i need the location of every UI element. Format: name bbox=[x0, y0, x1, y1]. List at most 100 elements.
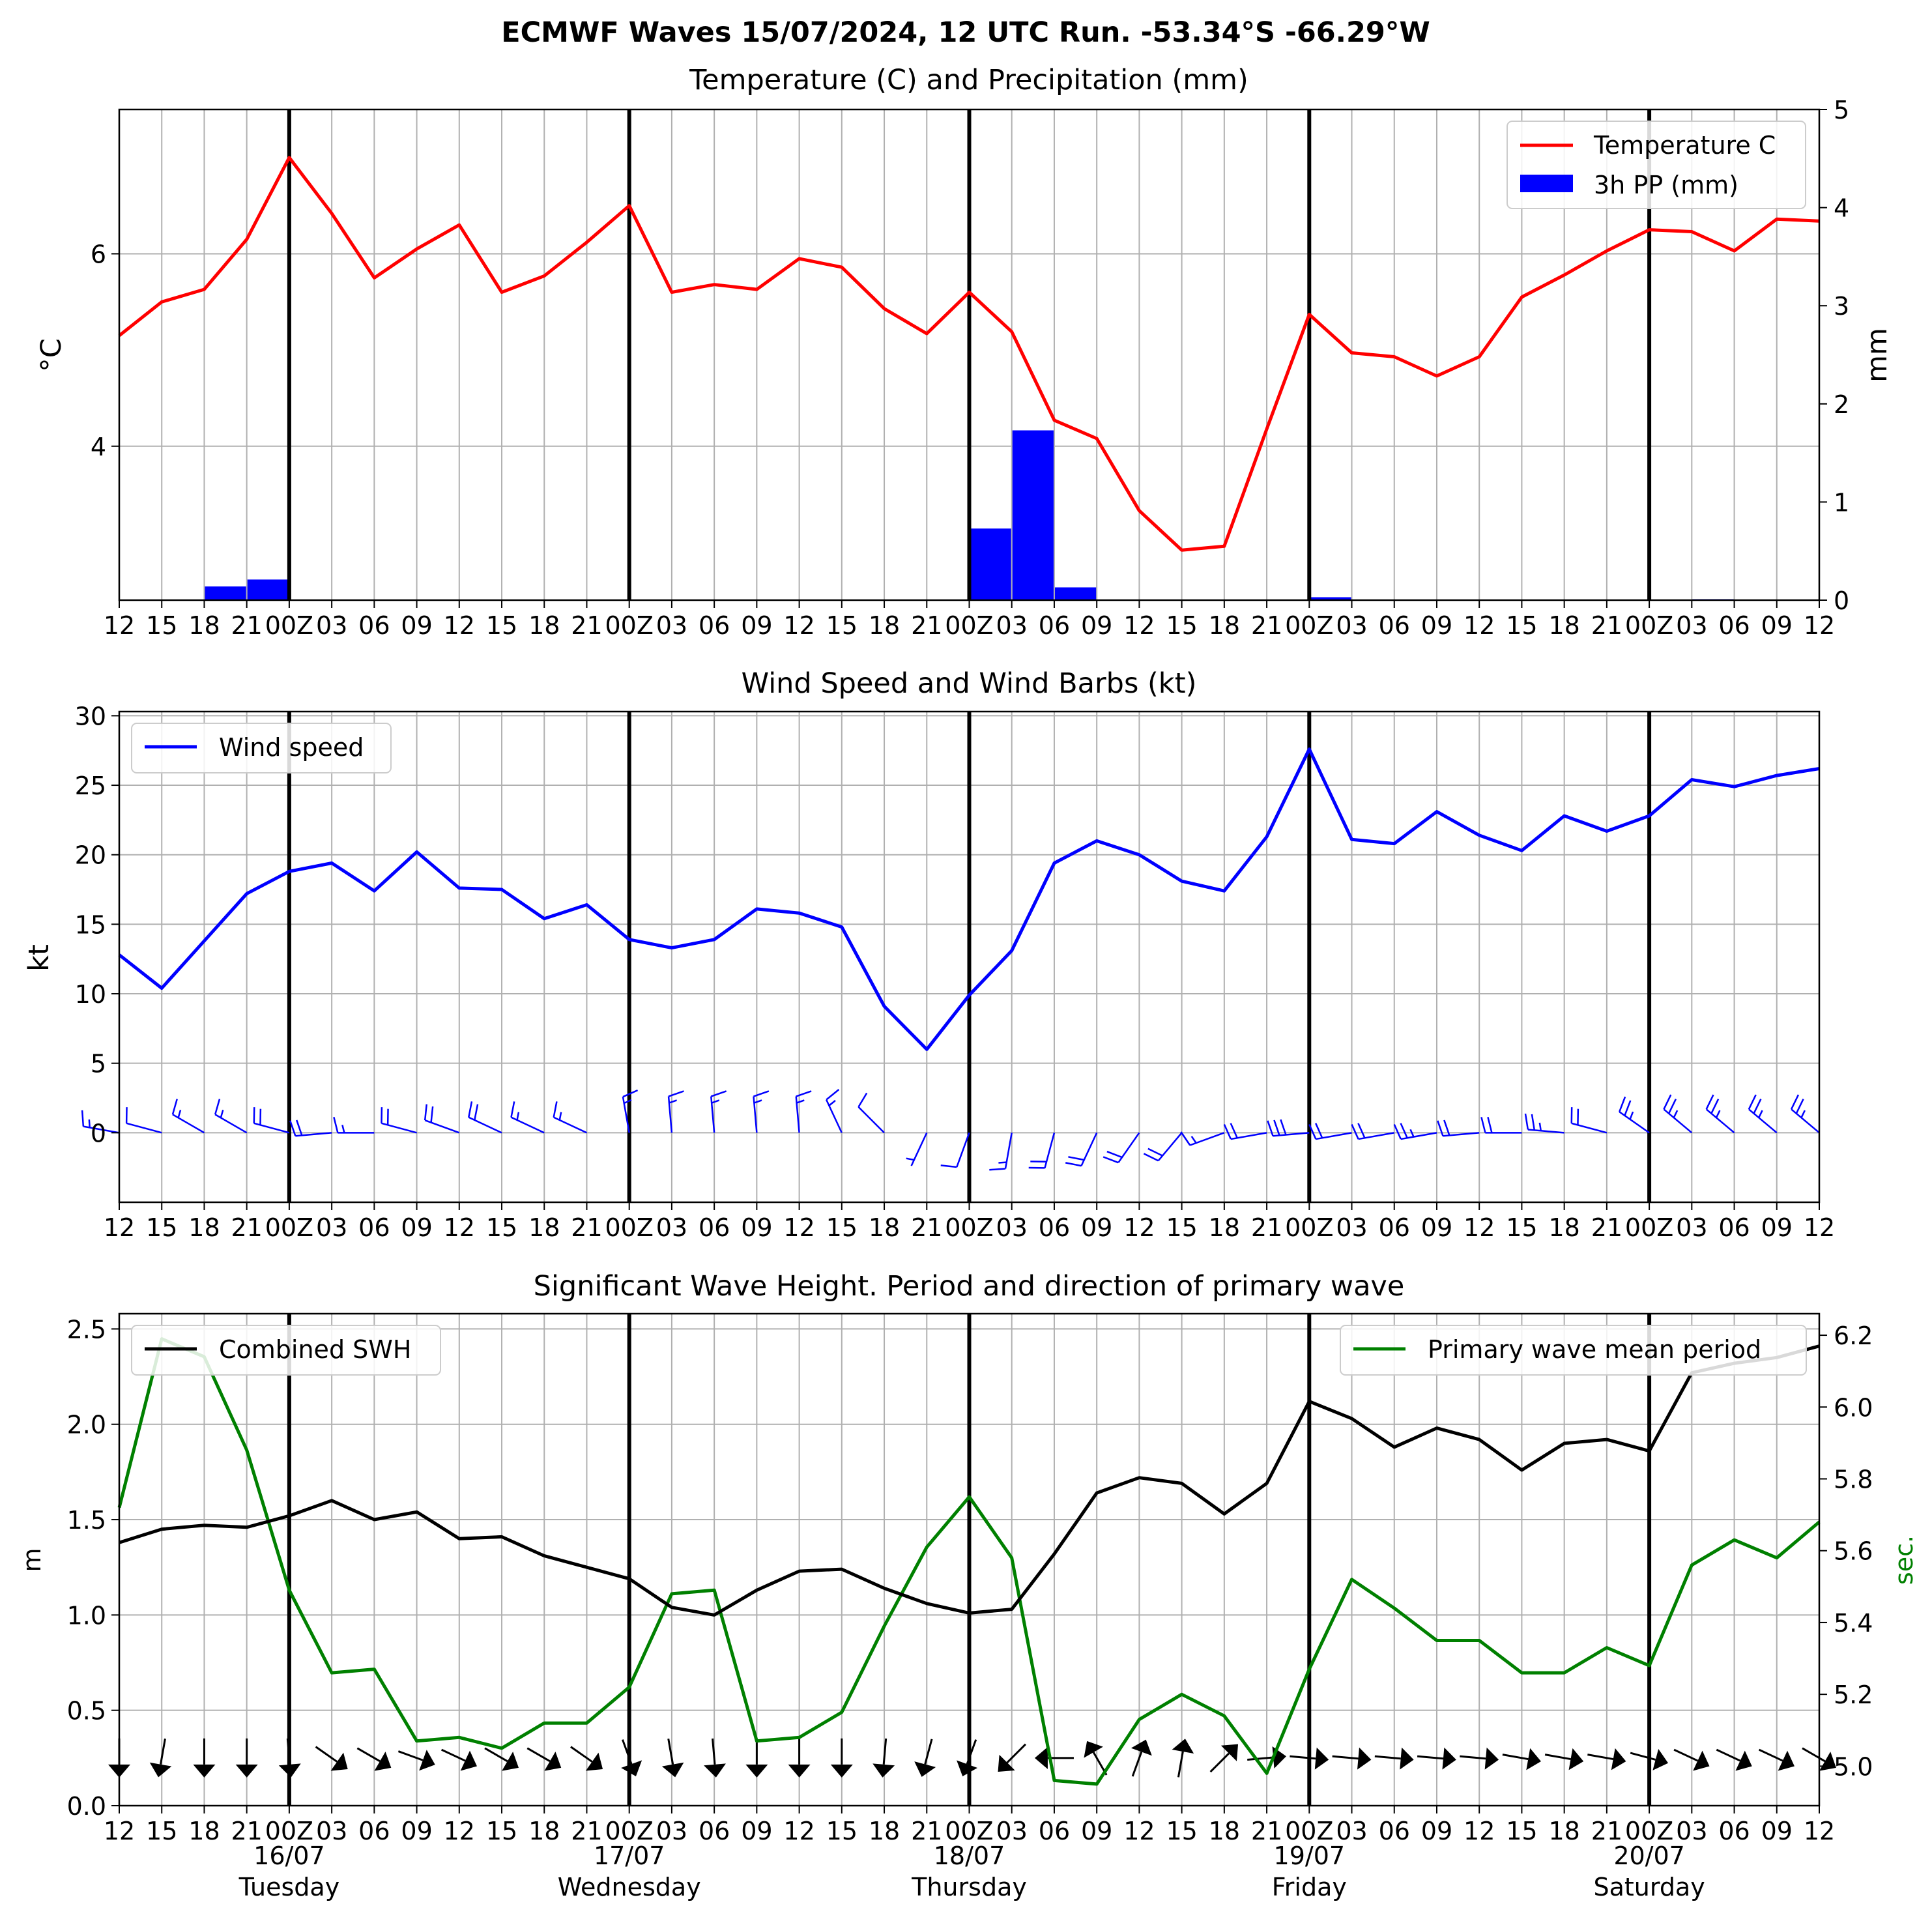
wave-arrow-head bbox=[1400, 1747, 1414, 1770]
wave-direction-arrow bbox=[193, 1738, 216, 1778]
wind-barb-flag bbox=[1624, 1100, 1632, 1116]
x-tick-label: 12 bbox=[783, 611, 815, 640]
x-tick-label: 21 bbox=[231, 1817, 262, 1845]
x-tick-label: 21 bbox=[911, 1817, 942, 1845]
wave-arrow-head bbox=[419, 1750, 435, 1771]
wave-arrow-head bbox=[585, 1752, 603, 1771]
x-tick-label: 12 bbox=[783, 1817, 815, 1845]
x-tick-label: 12 bbox=[1804, 611, 1835, 640]
wave-arrow-head bbox=[1484, 1747, 1499, 1770]
wind-barb bbox=[1619, 1096, 1650, 1134]
y-tick-label: 4 bbox=[91, 433, 106, 461]
wave-direction-arrow bbox=[440, 1748, 477, 1771]
temperature-legend: Temperature C 3h PP (mm) bbox=[1507, 121, 1806, 209]
wind-panel-title: Wind Speed and Wind Barbs (kt) bbox=[742, 667, 1197, 700]
wave-arrow-head bbox=[544, 1752, 562, 1771]
precip-bars bbox=[205, 430, 1734, 600]
x-tick-label: 00Z bbox=[945, 1817, 993, 1845]
wind-barb-shaft bbox=[553, 1116, 588, 1134]
y-tick-right-label: 5.8 bbox=[1834, 1466, 1873, 1494]
x-tick-label: 06 bbox=[1379, 1213, 1410, 1242]
x-tick-label: 18 bbox=[869, 1817, 900, 1845]
wind-barb-flag bbox=[1705, 1094, 1714, 1110]
x-tick-label: 21 bbox=[571, 611, 602, 640]
wave-direction-arrow bbox=[149, 1739, 172, 1778]
wave-x-ticks: 12 15 18 21 00Z 03 06 09 12 15 18 21 00Z 03 06 09 12 15 18… bbox=[104, 1806, 1835, 1845]
wave-panel-title: Significant Wave Height. Period and dire… bbox=[534, 1270, 1405, 1303]
wind-barb-shaft bbox=[126, 1122, 162, 1134]
temperature-panel-title: Temperature (C) and Precipitation (mm) bbox=[689, 64, 1248, 96]
wave-direction-arrow bbox=[1502, 1748, 1541, 1770]
wave-arrow-shaft bbox=[1587, 1754, 1613, 1761]
wind-barb-shaft bbox=[172, 1114, 205, 1134]
x-tick-label: 12 bbox=[444, 1817, 475, 1845]
wind-barb-flag bbox=[1667, 1098, 1677, 1114]
temperature-y-ticks: 46 bbox=[91, 240, 119, 461]
wave-arrow-head bbox=[235, 1764, 258, 1778]
wind-barb-half-flag bbox=[624, 1099, 632, 1105]
wind-barb-shaft bbox=[1663, 1108, 1693, 1134]
wave-direction-arrow bbox=[1460, 1747, 1499, 1770]
wave-arrow-shaft bbox=[1417, 1755, 1444, 1760]
wave-direction-arrow bbox=[914, 1739, 936, 1777]
wind-barb bbox=[1524, 1113, 1564, 1134]
wave-arrow-head bbox=[914, 1761, 936, 1777]
x-tick-label: 21 bbox=[1591, 1213, 1622, 1242]
day-date-label: 17/07 bbox=[594, 1842, 665, 1870]
wave-direction-arrow bbox=[1034, 1746, 1074, 1769]
y-tick-right-label: 5.6 bbox=[1834, 1537, 1873, 1566]
x-tick-label: 03 bbox=[316, 1817, 347, 1845]
wind-barb-flag bbox=[1180, 1131, 1191, 1146]
legend-precip-label: 3h PP (mm) bbox=[1594, 171, 1738, 199]
legend-precip-swatch bbox=[1520, 175, 1573, 192]
wind-barb bbox=[1437, 1119, 1480, 1137]
wave-direction-arrow bbox=[1084, 1740, 1108, 1776]
wind-barb-flag bbox=[1619, 1096, 1626, 1112]
x-tick-label: 00Z bbox=[265, 611, 313, 640]
wind-barb-flag bbox=[1143, 1153, 1159, 1162]
x-tick-label: 21 bbox=[231, 1213, 262, 1242]
wind-speed-line bbox=[118, 747, 1820, 1051]
x-tick-label: 06 bbox=[1039, 1817, 1070, 1845]
x-tick-label: 09 bbox=[1761, 1213, 1793, 1242]
x-tick-label: 18 bbox=[188, 1817, 220, 1845]
x-tick-label: 12 bbox=[1804, 1213, 1835, 1242]
wave-direction-arrow bbox=[1374, 1747, 1414, 1770]
y-tick-right-label: 0 bbox=[1834, 586, 1849, 615]
wave-arrow-shaft bbox=[667, 1739, 674, 1765]
wave-arrow-shaft bbox=[440, 1748, 466, 1762]
wind-barb bbox=[906, 1132, 928, 1166]
y-tick-right-label: 2 bbox=[1834, 390, 1849, 419]
wind-barb-flag bbox=[1065, 1162, 1082, 1167]
wave-arrow-head bbox=[374, 1752, 392, 1771]
x-tick-label: 15 bbox=[486, 611, 517, 640]
wind-barb-half-flag bbox=[669, 1099, 678, 1104]
wind-barb-shaft bbox=[424, 1119, 460, 1134]
y-tick-label: 15 bbox=[75, 910, 106, 939]
wave-arrow-shaft bbox=[160, 1739, 166, 1765]
x-tick-label: 12 bbox=[104, 1213, 135, 1242]
x-tick-label: 18 bbox=[1209, 611, 1240, 640]
x-tick-label: 15 bbox=[1166, 1817, 1197, 1845]
wave-direction-arrow bbox=[1587, 1748, 1626, 1770]
wind-barb-shaft bbox=[956, 1132, 970, 1168]
wind-barb bbox=[1393, 1123, 1437, 1140]
y-tick-label: 2.0 bbox=[67, 1411, 106, 1439]
x-tick-label: 06 bbox=[1718, 1817, 1750, 1845]
wind-barb-shaft bbox=[253, 1122, 290, 1134]
day-boundaries-2 bbox=[287, 712, 1652, 1202]
wind-barb bbox=[1570, 1107, 1608, 1134]
wind-barb-half-flag bbox=[1673, 1110, 1679, 1118]
wind-barb-flag bbox=[989, 1168, 1006, 1171]
x-tick-label: 21 bbox=[571, 1213, 602, 1242]
x-tick-label: 18 bbox=[869, 1213, 900, 1242]
wave-arrow-head bbox=[1652, 1749, 1669, 1770]
wind-barb bbox=[381, 1107, 417, 1134]
wind-barb-half-flag bbox=[516, 1112, 520, 1121]
y-tick-label: 25 bbox=[75, 772, 106, 800]
wind-barb bbox=[553, 1101, 588, 1134]
wind-x-ticks: 12 15 18 21 00Z 03 06 09 12 15 18 21 00Z 03 06 09 12 15 18… bbox=[104, 1202, 1835, 1242]
wave-direction-arrow bbox=[621, 1739, 642, 1777]
y-tick-right-label: 5.4 bbox=[1834, 1609, 1873, 1638]
